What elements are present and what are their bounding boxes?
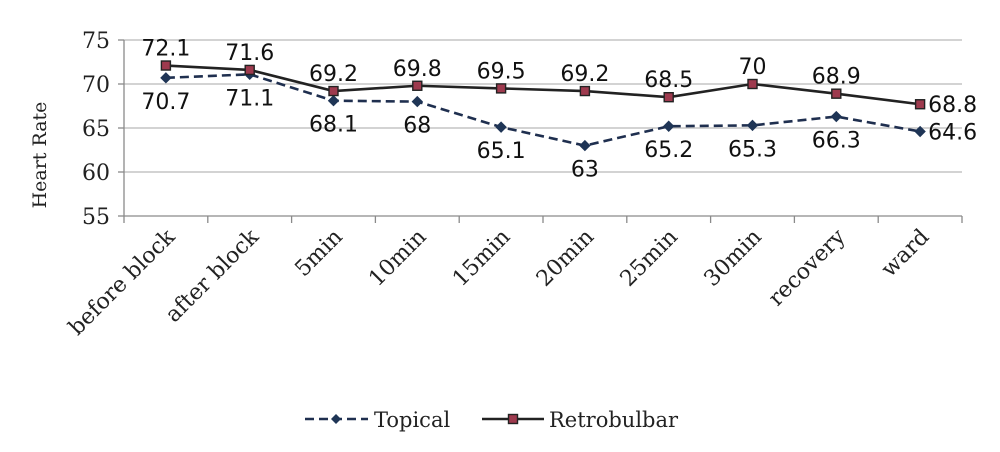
x-tick-label-6: 25min: [616, 225, 683, 292]
x-tick-label-7: 30min: [700, 225, 767, 292]
x-tick-label-2: 5min: [290, 225, 347, 282]
label-retrobulbar-3: 69.8: [393, 57, 442, 82]
point-topical-7: [746, 119, 759, 132]
legend-label-retrobulbar: Retrobulbar: [549, 408, 679, 432]
label-topical-7: 65.3: [728, 137, 777, 162]
label-topical-1: 71.1: [225, 86, 274, 111]
point-topical-6: [662, 120, 675, 132]
series-line-retrobulbar: [165, 64, 921, 106]
point-retrobulbar-1: [244, 64, 255, 76]
label-retrobulbar-5: 69.2: [560, 62, 609, 87]
point-retrobulbar-0: [160, 60, 172, 71]
label-topical-9: 64.6: [928, 121, 977, 146]
point-topical-0: [160, 72, 172, 84]
point-retrobulbar-8: [831, 88, 842, 99]
series-layer: [160, 60, 926, 152]
point-retrobulbar-2: [328, 85, 339, 97]
y-tick-label-65: 65: [82, 117, 110, 142]
label-topical-0: 70.7: [141, 90, 190, 115]
x-tick-label-5: 20min: [532, 225, 599, 292]
x-tick-label-4: 15min: [448, 225, 515, 292]
y-tick-label-60: 60: [82, 161, 110, 186]
point-retrobulbar-3: [412, 80, 423, 91]
label-retrobulbar-6: 68.5: [644, 68, 693, 93]
x-tick-label-8: recovery: [764, 224, 851, 311]
point-topical-5: [579, 139, 591, 152]
label-topical-3: 68: [403, 114, 431, 139]
label-topical-4: 65.1: [477, 139, 526, 164]
legend: Topical Retrobulbar: [305, 408, 679, 432]
point-topical-8: [830, 110, 843, 123]
y-tick-labels: 55 60 65 70 75: [82, 29, 110, 230]
point-retrobulbar-6: [663, 91, 674, 103]
legend-marker-retrobulbar: [507, 413, 519, 425]
point-retrobulbar-4: [495, 83, 507, 94]
point-topical-4: [495, 121, 507, 133]
label-topical-5: 63: [571, 158, 599, 183]
legend-label-topical: Topical: [374, 408, 450, 432]
point-topical-3: [411, 95, 424, 108]
label-retrobulbar-0: 72.1: [141, 37, 190, 62]
gridlines: [124, 39, 962, 173]
label-retrobulbar-1: 71.6: [225, 41, 274, 66]
label-retrobulbar-2: 69.2: [309, 62, 358, 87]
y-axis-title: Heart Rate: [29, 102, 51, 209]
label-topical-8: 66.3: [812, 129, 861, 154]
y-tick-label-70: 70: [82, 73, 110, 98]
point-topical-2: [327, 95, 340, 107]
series-line-topical: [165, 73, 921, 147]
point-retrobulbar-7: [747, 78, 758, 90]
label-retrobulbar-8: 68.9: [812, 65, 861, 90]
y-tick-label-55: 55: [82, 205, 110, 230]
label-topical-6: 65.2: [644, 138, 693, 163]
label-retrobulbar-9: 68.8: [928, 93, 977, 118]
point-retrobulbar-9: [914, 99, 926, 110]
axes: [118, 39, 963, 223]
data-labels: 70.7 71.1 68.1 68 65.1 63 65.2 65.3 66.3 64.6 72.1…: [141, 37, 977, 183]
x-tick-label-9: ward: [877, 225, 935, 283]
x-tick-label-0: before block: [64, 224, 180, 340]
label-retrobulbar-7: 70: [739, 55, 767, 80]
x-tick-label-3: 10min: [364, 225, 431, 292]
label-topical-2: 68.1: [309, 113, 358, 138]
point-topical-9: [914, 125, 926, 138]
point-retrobulbar-5: [579, 85, 591, 97]
label-retrobulbar-4: 69.5: [477, 59, 526, 84]
y-tick-label-75: 75: [82, 29, 110, 54]
legend-marker-topical: [331, 414, 341, 424]
